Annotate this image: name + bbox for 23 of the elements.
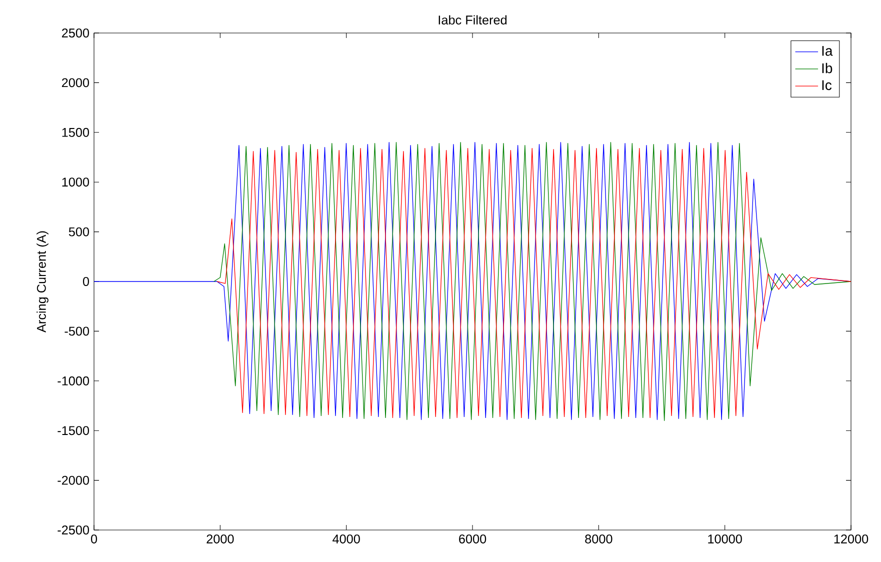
y-tick-label: -2500 — [58, 526, 90, 534]
x-tick-label: 2000 — [206, 534, 234, 544]
x-tick-label: 6000 — [459, 534, 486, 544]
y-tick-label: -2000 — [58, 476, 90, 485]
x-tick-label: 12000 — [834, 534, 868, 544]
x-tick-label: 8000 — [585, 534, 612, 544]
y-tick-label: -1500 — [58, 426, 90, 436]
y-tick-label: -1000 — [58, 376, 90, 386]
y-axis-title: Arcing Current (A) — [36, 231, 48, 333]
y-tick-label: 2000 — [62, 78, 90, 88]
y-tick-label: 2500 — [62, 28, 90, 38]
chart-title: Iabc Filtered — [438, 15, 507, 25]
legend-label: Ic — [822, 80, 832, 90]
y-tick-label: 0 — [82, 277, 90, 286]
legend-label: Ia — [822, 46, 833, 56]
y-tick-label: 1000 — [62, 178, 90, 187]
y-tick-label: 1500 — [62, 128, 90, 137]
x-tick-label: 10000 — [708, 534, 742, 544]
x-tick-label: 4000 — [332, 534, 360, 544]
x-tick-label: 0 — [90, 534, 98, 544]
y-tick-label: -500 — [64, 326, 90, 336]
y-tick-label: 500 — [68, 227, 90, 236]
legend-label: Ib — [822, 62, 832, 74]
